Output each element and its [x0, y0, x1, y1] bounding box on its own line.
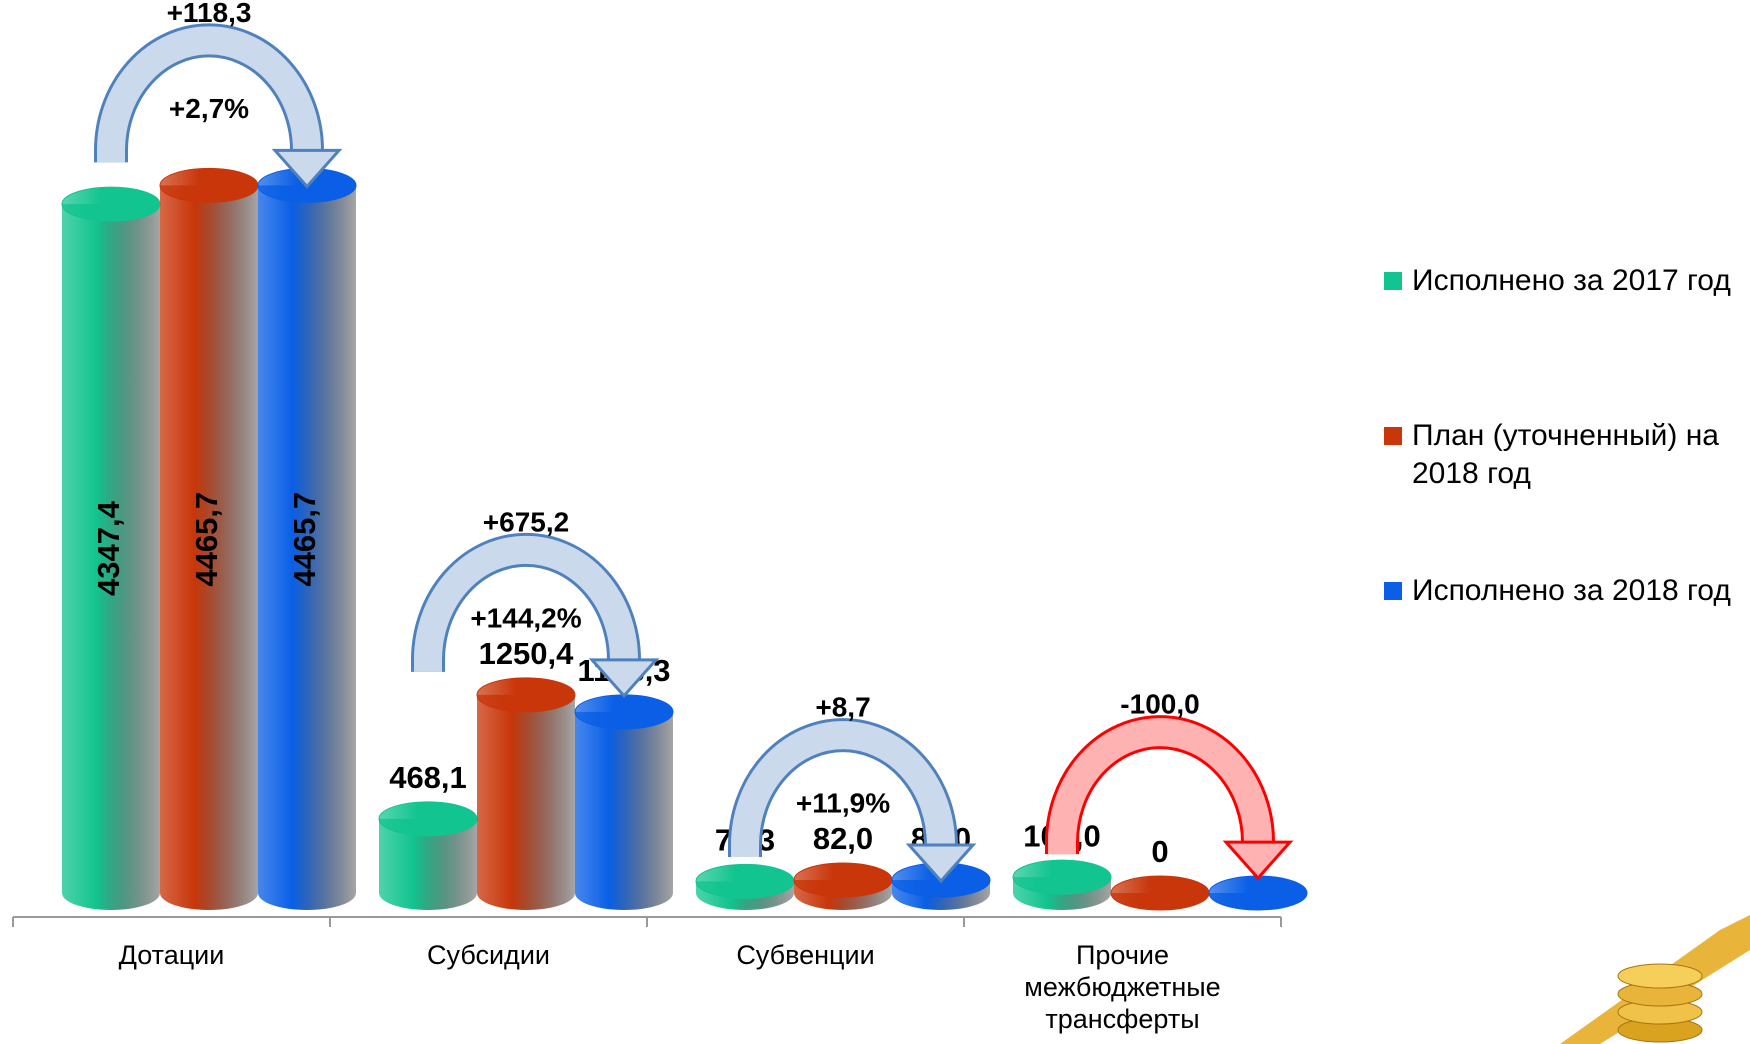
annotation-percent: +144,2%: [470, 602, 581, 633]
legend-swatch: [1384, 427, 1402, 445]
x-tick-label: Субсидии: [427, 940, 550, 970]
arrow-head: [271, 148, 343, 189]
arrow-body: [414, 535, 638, 672]
bar-cap: [1208, 875, 1308, 911]
annotation-delta: +675,2: [483, 506, 569, 537]
legend-item: План (уточненный) на 2018 год: [1380, 417, 1732, 493]
bar-cap: [61, 186, 161, 222]
value-label: 4347,4: [91, 500, 126, 596]
annotation-delta: -100,0: [1120, 689, 1199, 720]
arrow-head: [1226, 842, 1290, 879]
legend-item: Исполнено за 2017 год: [1380, 262, 1732, 300]
annotation-percent: +11,9%: [796, 787, 890, 818]
arrow-body: [731, 721, 955, 858]
bar: [477, 694, 575, 910]
arrow-head: [592, 659, 656, 696]
legend-item: Исполнено за 2018 год: [1380, 572, 1732, 610]
arrow-body: [414, 535, 638, 672]
arrow-body: [97, 26, 321, 163]
bar: [575, 711, 673, 910]
bar-cap: [1012, 859, 1112, 895]
arrow-body: [1048, 718, 1272, 855]
annotation-percent: +2,7%: [169, 93, 249, 124]
bar-cap: [574, 694, 674, 730]
bar-cap: [476, 677, 576, 713]
x-tick-label: Дотации: [118, 940, 225, 970]
value-label: 0: [1151, 834, 1168, 869]
bar-cap: [159, 167, 259, 203]
arrow-head: [275, 150, 339, 187]
arrow-head: [909, 845, 973, 882]
coins: [1560, 915, 1750, 1044]
legend-swatch: [1384, 582, 1402, 600]
legend-label: План (уточненный) на 2018 год: [1412, 419, 1719, 490]
bar: [258, 185, 356, 911]
arrow-head: [1222, 840, 1294, 881]
value-label: 468,1: [389, 760, 467, 795]
value-label: 4465,7: [189, 492, 224, 587]
annotation-delta: +118,3: [167, 0, 252, 28]
legend-label: Исполнено за 2018 год: [1412, 574, 1731, 607]
x-tick-label: Субвенции: [736, 940, 875, 970]
x-tick-label: Прочие межбюджетные трансферты: [1024, 940, 1221, 1034]
arrow-body: [97, 26, 321, 163]
arrow-body: [1048, 718, 1272, 855]
bar: [379, 818, 477, 910]
bar: [160, 185, 258, 911]
arrow-head: [905, 843, 977, 884]
bar-cap: [378, 801, 478, 837]
legend-swatch: [1384, 272, 1402, 290]
bar-cap: [1110, 875, 1210, 911]
value-label: 82,0: [813, 821, 873, 856]
bar-cap: [695, 863, 795, 899]
value-label: 1250,4: [479, 636, 575, 671]
bar-cap: [793, 862, 893, 898]
arrow-head: [588, 658, 660, 699]
value-label: 4465,7: [287, 492, 322, 587]
bar: [62, 204, 160, 910]
arrow-body: [731, 721, 955, 858]
legend-label: Исполнено за 2017 год: [1412, 264, 1731, 297]
annotation-delta: +8,7: [815, 691, 870, 722]
